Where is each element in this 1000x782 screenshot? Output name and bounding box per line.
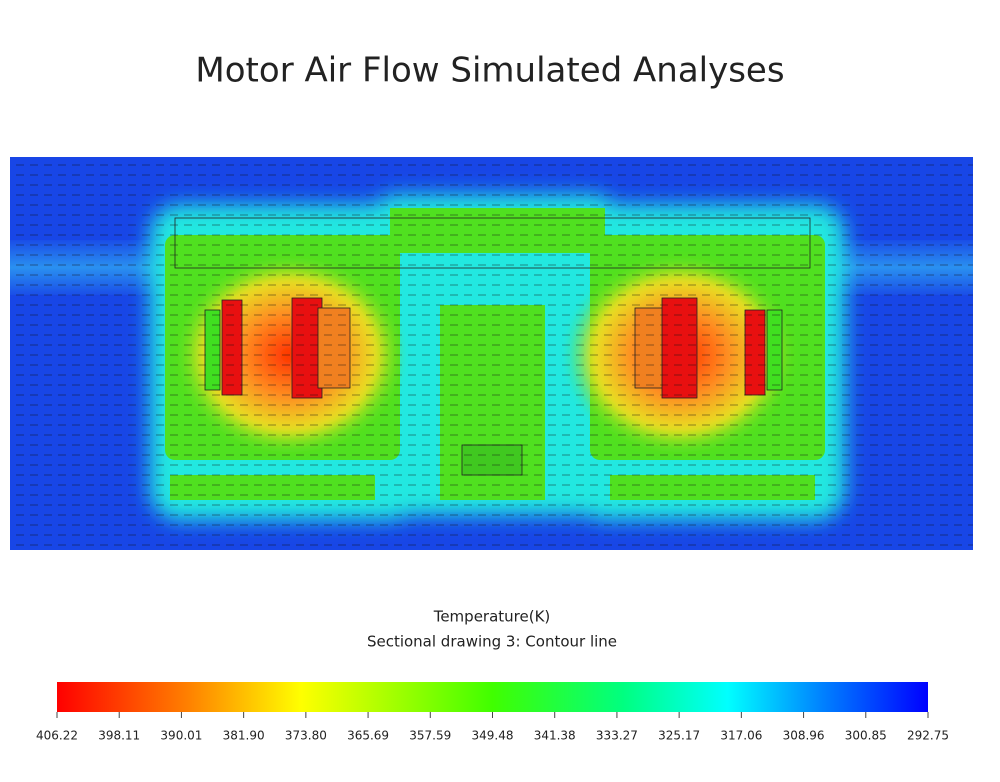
- tick-label: 341.38: [534, 729, 576, 743]
- tick-label: 357.59: [409, 729, 451, 743]
- tick-label: 325.17: [658, 729, 700, 743]
- tick-label: 349.48: [472, 729, 514, 743]
- flow-vectors: [10, 157, 973, 550]
- tick-label: 381.90: [223, 729, 265, 743]
- tick-label: 398.11: [98, 729, 140, 743]
- tick-label: 300.85: [845, 729, 887, 743]
- legend-caption: Sectional drawing 3: Contour line: [367, 633, 617, 651]
- tick-label: 317.06: [720, 729, 762, 743]
- simulation: [10, 157, 973, 550]
- tick-label: 333.27: [596, 729, 638, 743]
- legend-quantity: Temperature(K): [433, 608, 551, 626]
- tick-label: 390.01: [160, 729, 202, 743]
- tick-label: 373.80: [285, 729, 327, 743]
- title: Motor Air Flow Simulated Analyses: [195, 51, 784, 91]
- tick-label: 406.22: [36, 729, 78, 743]
- color-bar: [57, 682, 928, 712]
- color-bar-ticks: 406.22 398.11 390.01 381.90 373.80 365.69 357.…: [36, 712, 949, 743]
- tick-label: 365.69: [347, 729, 389, 743]
- tick-label: 308.96: [783, 729, 825, 743]
- tick-label: 292.75: [907, 729, 949, 743]
